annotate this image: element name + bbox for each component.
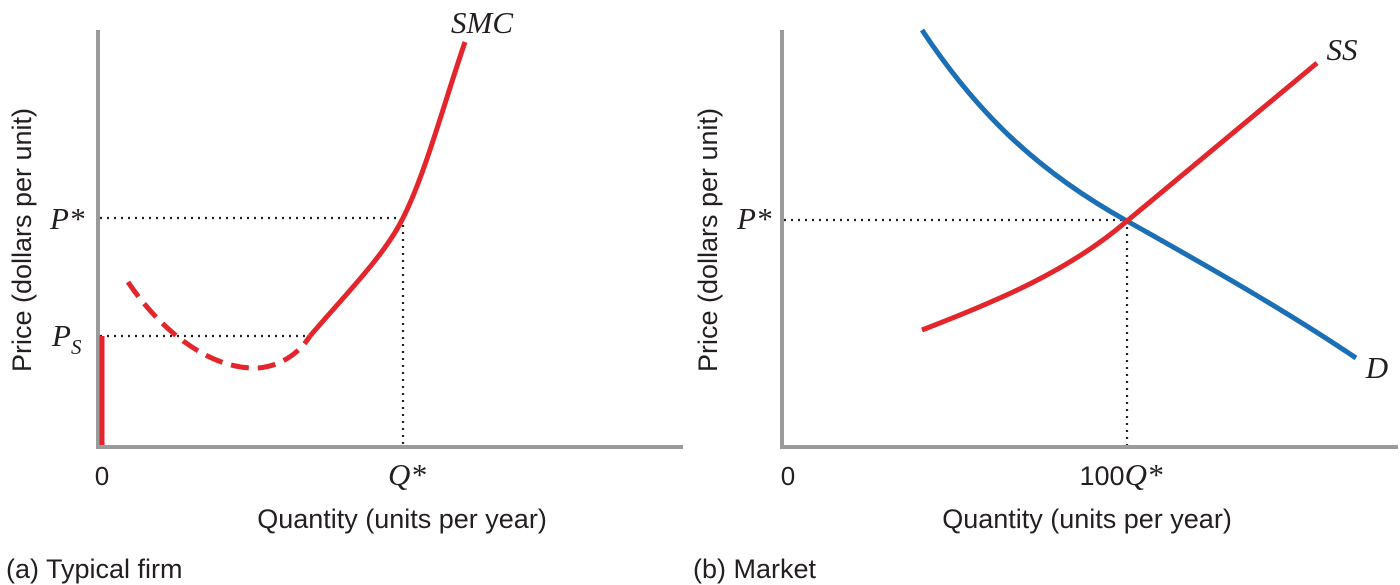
price-label-a: P* (49, 201, 85, 236)
caption-b: (b) Market (693, 554, 817, 584)
x-axis-label-b: Quantity (units per year) (942, 504, 1232, 534)
smc-dashed-segment (125, 280, 313, 371)
shutdown-price-label: PS (51, 318, 82, 359)
quantity-label-a: Q* (388, 457, 426, 492)
panel-market: SS D P* 100Q* 0 Quantity (units per year… (693, 28, 1398, 584)
panel-typical-firm: SMC P* PS Q* 0 Quantity (units per year)… (6, 5, 683, 584)
quantity-symbol-b: Q* (1125, 457, 1163, 492)
origin-a: 0 (95, 461, 109, 491)
demand-curve (919, 28, 1358, 361)
y-axis-label-a: Price (dollars per unit) (7, 108, 37, 372)
supply-curve (921, 61, 1319, 333)
supply-label: SS (1327, 32, 1358, 67)
origin-b: 0 (781, 461, 795, 491)
smc-label: SMC (451, 5, 513, 40)
price-label-b: P* (736, 201, 772, 236)
demand-label: D (1365, 350, 1388, 385)
shutdown-label-main: P (51, 318, 71, 353)
shutdown-label-sub: S (71, 335, 82, 359)
quantity-prefix: 100 (1080, 461, 1125, 491)
x-axis-label-a: Quantity (units per year) (257, 504, 547, 534)
y-axis-label-b: Price (dollars per unit) (693, 108, 723, 372)
quantity-label-b: 100Q* (1080, 457, 1163, 492)
smc-curve (308, 41, 468, 338)
caption-a: (a) Typical firm (6, 554, 183, 584)
